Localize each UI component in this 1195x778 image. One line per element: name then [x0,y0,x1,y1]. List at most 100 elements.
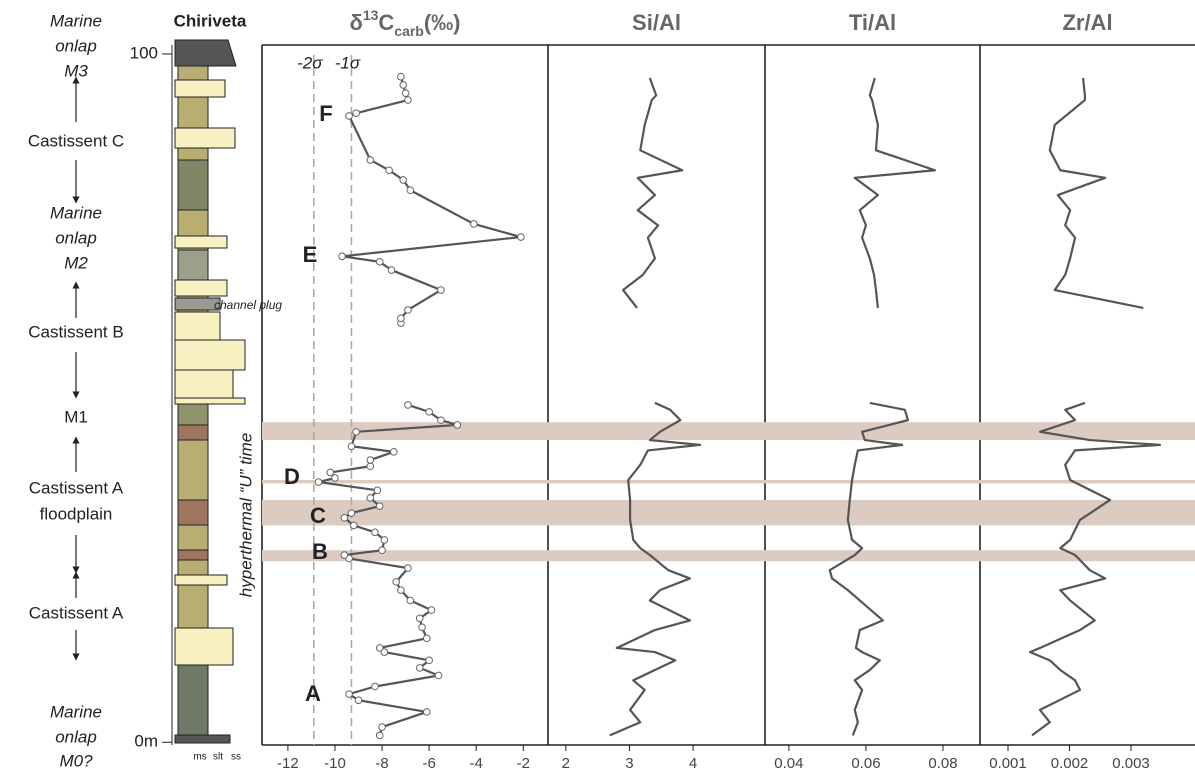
x-tick-label: 0.003 [1112,755,1150,772]
bands [262,422,1195,562]
data-point [380,536,389,544]
data-point [366,156,375,164]
unit-label: floodplain [40,504,113,523]
data-point [352,109,360,117]
panel-title: Zr/Al [1062,10,1112,35]
data-line [317,76,523,736]
data-point [340,551,349,559]
band [262,550,1195,562]
strat-column [174,39,246,744]
data-point [378,723,386,731]
title-part: (‰) [424,10,461,35]
column-annotation: channel plug [214,298,282,312]
grain-size-label: slt [213,752,223,763]
column-title: Chiriveta [174,11,247,30]
data-point [378,546,386,555]
x-tick-label: -8 [375,755,388,772]
x-tick-label: -10 [324,755,346,772]
band [262,422,1195,441]
grain-size-label: ss [231,752,241,763]
data-point [406,596,415,605]
event-label: E [303,242,318,267]
data-point [375,731,384,740]
data-point [375,502,384,510]
data-point [404,306,412,314]
title-part: C [378,10,394,35]
data-point [385,166,393,175]
data-point [345,112,353,120]
data-point [470,220,478,228]
unit-labels: Marine onlap M3 Castissent C Marine onlap M2 Ca… [28,11,124,770]
x-tick-label: 4 [689,755,697,772]
data-line [1029,77,1162,737]
unit-label: M0? [59,751,93,770]
unit-label: Marine [50,11,102,30]
vertical-annotation: hyperthermal “U” time [236,433,255,597]
x-tick-label: -2 [517,755,530,772]
grain-size-label: ms [193,752,206,763]
x-tick-label: -12 [277,755,299,772]
data-point [366,462,375,471]
data-point [399,81,408,89]
title-part: 13 [363,7,379,23]
title-part: δ [349,10,362,35]
data-line [828,77,937,736]
data-point [375,258,384,266]
unit-label: Castissent A [29,603,124,622]
sigma-label: -1σ [335,53,361,72]
event-label: F [319,101,332,126]
data-point [427,606,436,614]
data-point [422,634,431,643]
unit-label: Castissent A [29,478,124,497]
data-line [609,77,702,737]
x-tick-label: 0.08 [928,755,957,772]
data-point [314,478,323,486]
event-label: B [312,539,328,564]
data-point [371,682,379,691]
data-point [390,447,398,456]
unit-label: Castissent C [28,131,124,150]
data-point [326,468,335,477]
y-tick-label: 100 [130,43,158,62]
panel-title: Si/Al [632,10,681,35]
data-point [404,564,412,572]
x-tick-label: 0.06 [851,755,880,772]
unit-label: M1 [64,407,88,426]
data-point [418,623,426,632]
data-point [387,266,396,274]
x-tick-label: 0.04 [774,755,803,772]
data-point [352,428,360,436]
x-tick-label: 0.001 [989,755,1027,772]
data-point [401,89,410,97]
data-point [434,671,443,680]
x-tick-label: -4 [470,755,483,772]
band [262,480,1195,484]
data-point [399,176,408,184]
unit-label: onlap [55,228,97,247]
sigma-label: -2σ [297,53,323,72]
data-point [404,401,412,409]
event-label: A [305,681,321,706]
data-point [373,486,382,495]
data-point [380,648,389,656]
data-point [425,656,433,665]
unit-label: Marine [50,702,102,721]
data-point [366,494,375,502]
panel-title: δ13Ccarb(‰) [349,7,460,39]
data-point [415,664,424,672]
data-point [347,509,356,517]
unit-label: Castissent B [28,322,123,341]
event-label: C [310,503,326,528]
data-point [392,578,400,586]
data-point [437,416,445,424]
x-tick-label: 2 [562,755,570,772]
data-point [347,442,356,451]
unit-label: M2 [64,253,88,272]
event-label: D [284,464,300,489]
data-point [371,528,379,537]
y-tick-label: 0m [134,732,158,751]
data-point [338,252,346,261]
data-point [437,286,445,294]
